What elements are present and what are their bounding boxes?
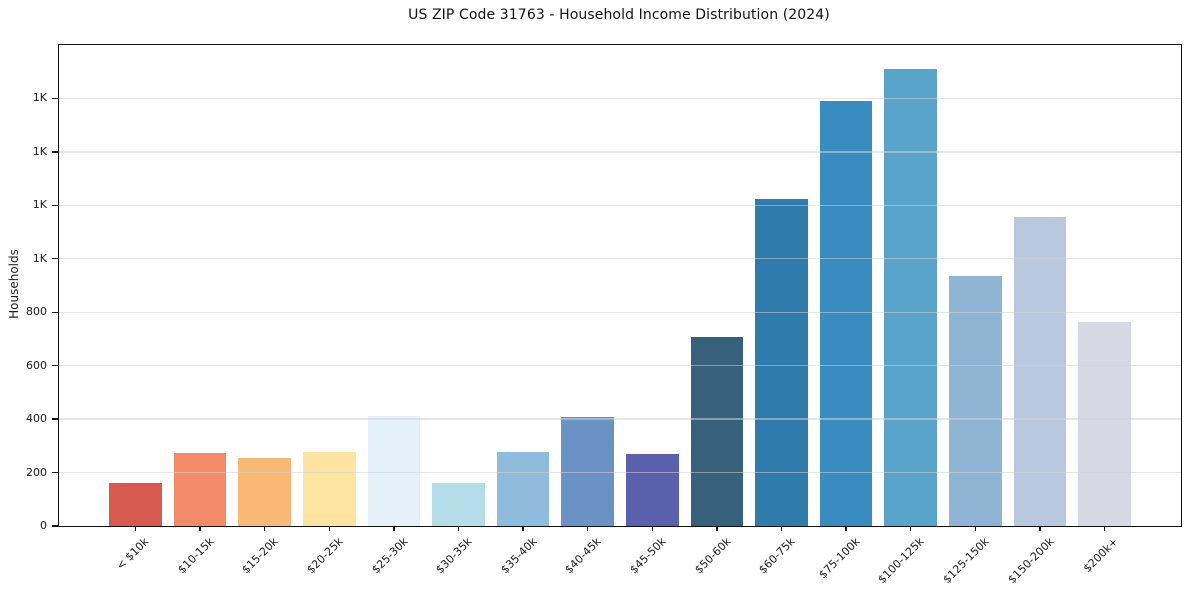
y-tick-mark <box>52 204 59 207</box>
y-tick-mark <box>52 151 59 153</box>
gridline <box>59 151 1181 153</box>
y-tick-label: 1K <box>32 251 47 265</box>
y-tick-mark <box>52 97 59 100</box>
x-tick-mark <box>1103 526 1106 531</box>
x-tick-label: $75-100k <box>816 535 863 582</box>
bar-$200k+ <box>1078 321 1131 526</box>
x-tick-label: $35-40k <box>498 535 540 577</box>
y-tick-label: 400 <box>26 412 47 426</box>
y-tick-label: 800 <box>26 305 47 319</box>
y-tick-label: 1K <box>32 144 47 158</box>
x-tick-label: $30-35k <box>433 535 475 577</box>
x-tick-mark <box>522 526 524 531</box>
x-tick-label: $20-25k <box>304 535 346 577</box>
x-tick-mark <box>974 526 976 531</box>
y-tick-mark <box>52 471 59 474</box>
x-tick-label: $125-150k <box>940 535 992 587</box>
x-tick-label: $40-45k <box>562 535 604 577</box>
x-tick-mark <box>1039 526 1041 531</box>
x-tick-label: $100-125k <box>875 535 927 587</box>
gridline <box>59 204 1181 207</box>
bar-$50-60k <box>690 336 744 526</box>
bar-$10-15k <box>173 453 227 526</box>
x-tick-mark <box>328 526 330 531</box>
y-tick-mark <box>52 418 59 420</box>
x-tick-mark <box>457 526 460 531</box>
x-tick-mark <box>587 526 589 531</box>
x-tick-label: $25-30k <box>368 535 411 577</box>
bar-$30-35k <box>432 483 485 526</box>
x-tick-mark <box>716 526 718 531</box>
bar-$45-50k <box>626 454 679 526</box>
x-tick-label: $45-50k <box>627 535 669 577</box>
x-tick-label: $50-60k <box>691 535 734 577</box>
x-tick-mark <box>845 526 847 531</box>
y-tick-label: 1K <box>32 198 47 212</box>
x-tick-mark <box>199 526 201 531</box>
bar-$35-40k <box>496 451 550 526</box>
bar-$150-200k <box>1013 217 1067 526</box>
y-tick-mark <box>52 364 59 367</box>
x-tick-mark <box>910 526 912 531</box>
x-tick-label: < $10k <box>114 535 152 573</box>
bar-$75-100k <box>819 100 873 526</box>
bar-$25-30k <box>367 416 421 526</box>
x-tick-mark <box>651 526 653 531</box>
x-tick-mark <box>134 526 137 531</box>
x-tick-mark <box>393 526 395 531</box>
y-tick-mark <box>52 311 59 313</box>
x-tick-label: $60-75k <box>756 535 798 577</box>
x-tick-label: $15-20k <box>239 535 281 577</box>
bar-< $10k <box>109 483 162 526</box>
y-tick-label: 0 <box>40 519 47 532</box>
bar-$40-45k <box>561 417 614 526</box>
bar-$100-125k <box>884 69 937 526</box>
y-tick-label: 600 <box>26 358 47 372</box>
bar-$125-150k <box>949 276 1002 526</box>
y-tick-label: 1K <box>32 91 47 105</box>
chart-title: US ZIP Code 31763 - Household Income Dis… <box>408 7 830 23</box>
y-tick-mark <box>52 525 59 527</box>
bar-$20-25k <box>303 451 356 526</box>
bar-$15-20k <box>238 458 291 526</box>
plot-area: < $10k $10-15k $15-20k $20-25k $25-30k $30-35… <box>26 44 1182 586</box>
gridline <box>59 97 1181 100</box>
y-tick-label: 200 <box>26 465 47 479</box>
x-tick-label: $10-15k <box>175 535 217 577</box>
x-tick-mark <box>780 526 783 531</box>
x-tick-mark <box>264 526 266 531</box>
bar-$60-75k <box>755 199 808 526</box>
y-tick-mark <box>52 258 59 260</box>
x-tick-label: $150-200k <box>1004 535 1057 587</box>
x-tick-label: $200k+ <box>1080 535 1121 576</box>
